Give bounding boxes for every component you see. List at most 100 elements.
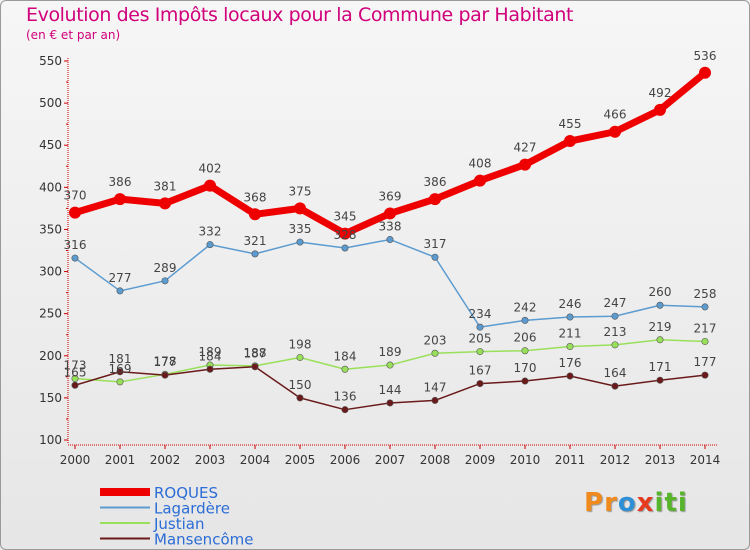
data-label: 164	[604, 366, 627, 380]
data-label: 277	[109, 271, 132, 285]
data-label: 211	[559, 327, 582, 341]
proxiti-logo: Proxiti	[584, 488, 688, 518]
data-label: 234	[469, 307, 492, 321]
data-label: 144	[379, 383, 402, 397]
data-label: 258	[694, 287, 717, 301]
data-label: 187	[244, 347, 267, 361]
data-point	[116, 368, 124, 376]
x-tick-label: 2012	[600, 453, 631, 467]
data-point	[699, 66, 711, 79]
x-tick-label: 2003	[195, 453, 226, 467]
data-point	[431, 253, 439, 261]
data-point	[71, 381, 79, 389]
x-tick-label: 2000	[60, 453, 91, 467]
data-label: 219	[649, 320, 672, 334]
series-line-lagardère	[74, 238, 706, 328]
data-point	[161, 277, 169, 285]
data-label: 381	[154, 179, 177, 193]
legend-label: Justian	[153, 515, 205, 533]
y-tick-label: 350	[39, 222, 62, 236]
data-point	[656, 376, 664, 384]
y-tick-label: 300	[39, 265, 62, 279]
data-point	[431, 349, 439, 357]
data-point	[476, 348, 484, 356]
data-point	[611, 382, 619, 390]
data-label: 328	[334, 228, 357, 242]
data-point	[206, 241, 214, 249]
data-point	[341, 406, 349, 414]
x-tick-label: 2010	[510, 453, 541, 467]
data-point	[296, 238, 304, 246]
data-label: 408	[469, 157, 492, 171]
x-tick-label: 2002	[150, 453, 181, 467]
data-point	[521, 316, 529, 324]
y-tick-label: 400	[39, 180, 62, 194]
data-point	[474, 174, 486, 187]
data-label: 369	[379, 189, 402, 203]
data-point	[384, 207, 396, 220]
data-label: 184	[334, 349, 357, 363]
x-tick-label: 2001	[105, 453, 136, 467]
data-point	[566, 343, 574, 351]
data-label: 317	[424, 237, 447, 251]
data-point	[656, 301, 664, 309]
x-tick-label: 2004	[240, 453, 271, 467]
logo-letter: t	[664, 488, 678, 518]
data-label: 198	[289, 337, 312, 351]
data-point	[429, 193, 441, 206]
data-label: 188	[244, 346, 267, 360]
data-label: 316	[64, 238, 87, 252]
logo-letter: x	[636, 488, 655, 518]
data-point	[521, 347, 529, 355]
data-label: 335	[289, 222, 312, 236]
data-point	[251, 363, 259, 371]
x-tick-label: 2008	[420, 453, 451, 467]
data-point	[71, 254, 79, 262]
data-point	[386, 361, 394, 369]
data-point	[294, 202, 306, 215]
chart-subtitle: (en € et par an)	[26, 28, 121, 42]
data-label: 289	[154, 261, 177, 275]
data-point	[116, 287, 124, 295]
data-point	[339, 227, 351, 240]
data-label: 402	[199, 162, 222, 176]
data-label: 167	[469, 364, 492, 378]
data-label: 205	[469, 332, 492, 346]
data-label: 171	[649, 360, 672, 374]
data-label: 150	[289, 378, 312, 392]
data-point	[566, 313, 574, 321]
data-point	[296, 353, 304, 361]
data-point	[159, 197, 171, 210]
x-tick-label: 2007	[375, 453, 406, 467]
legend-label: ROQUES	[154, 484, 218, 502]
data-point	[701, 371, 709, 379]
data-label: 260	[649, 285, 672, 299]
data-label: 184	[199, 349, 222, 363]
data-label: 386	[424, 175, 447, 189]
x-tick-label: 2013	[645, 453, 676, 467]
y-tick-label: 500	[39, 96, 62, 110]
data-point	[564, 135, 576, 148]
data-label: 466	[604, 108, 627, 122]
data-label: 213	[604, 325, 627, 339]
data-label: 332	[199, 225, 222, 239]
data-label: 345	[334, 210, 357, 224]
data-point	[161, 371, 169, 379]
x-tick-label: 2014	[690, 453, 721, 467]
x-tick-label: 2006	[330, 453, 361, 467]
data-label: 370	[64, 189, 87, 203]
data-label: 177	[694, 355, 717, 369]
data-label: 165	[64, 365, 87, 379]
data-label: 147	[424, 380, 447, 394]
data-point	[431, 396, 439, 404]
data-point	[519, 158, 531, 171]
y-tick-label: 100	[39, 433, 62, 447]
data-point	[476, 380, 484, 388]
logo-letter: r	[604, 488, 618, 518]
data-point	[341, 365, 349, 373]
logo-letter: P	[584, 488, 605, 518]
logo-letter: i	[677, 488, 688, 518]
data-point	[654, 103, 666, 116]
